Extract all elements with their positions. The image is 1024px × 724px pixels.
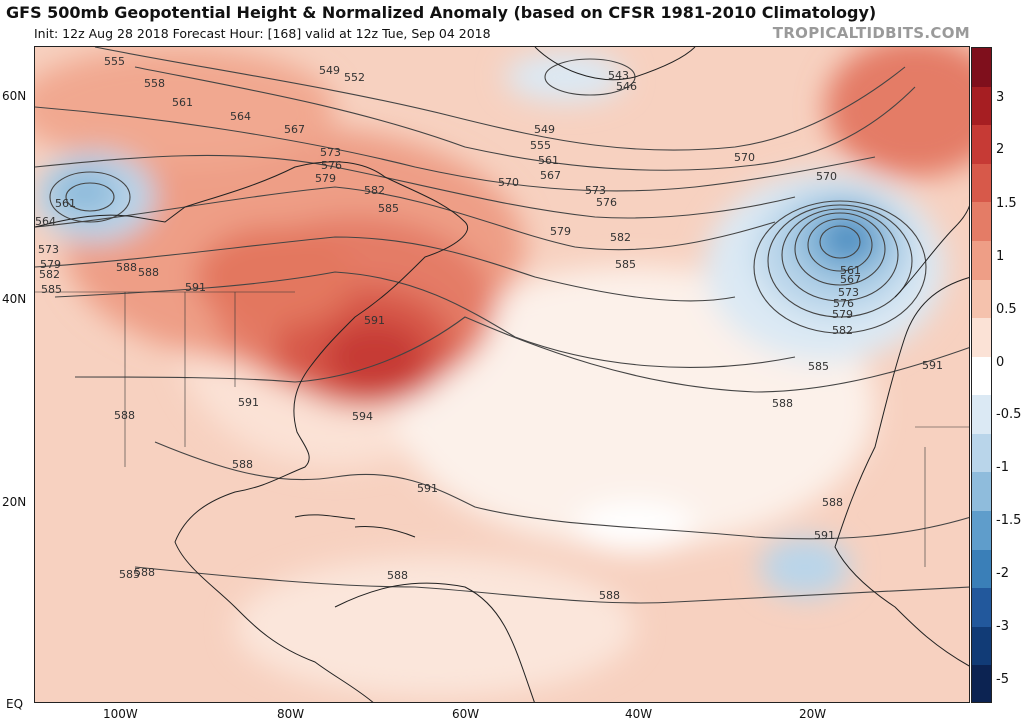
lon-label-100w: 100W	[103, 707, 138, 721]
colorbar-segment	[972, 472, 991, 513]
colorbar-label-neg1: -1	[996, 460, 1009, 475]
lon-label-80w: 80W	[277, 707, 305, 721]
colorbar-segment	[972, 395, 991, 435]
colorbar-label-0-5: 0.5	[996, 302, 1017, 317]
anomaly-colorbar	[971, 47, 992, 703]
colorbar-label-neg1-5: -1.5	[996, 513, 1022, 528]
colorbar-label-0: 0	[996, 355, 1005, 370]
colorbar-segment	[972, 279, 991, 320]
lon-label-20w: 20W	[799, 707, 827, 721]
map-title: GFS 500mb Geopotential Height & Normaliz…	[6, 3, 877, 22]
height-contours	[35, 47, 969, 604]
colorbar-segment	[972, 511, 991, 551]
colorbar-segment	[972, 125, 991, 165]
lat-label-40n: 40N	[2, 292, 27, 306]
lon-label-60w: 60W	[452, 707, 480, 721]
colorbar-label-3: 3	[996, 90, 1005, 105]
lat-label-20n: 20N	[2, 495, 27, 509]
colorbar-segment	[972, 588, 991, 628]
colorbar-segment	[972, 202, 991, 242]
colorbar-label-2: 2	[996, 142, 1005, 157]
borders	[35, 291, 969, 567]
colorbar-segment	[972, 626, 991, 667]
brand-watermark: TROPICALTIDBITS.COM	[772, 24, 970, 42]
colorbar-segment	[972, 356, 991, 397]
colorbar-label-neg2: -2	[996, 566, 1009, 581]
map-canvas	[35, 47, 969, 702]
colorbar-segment	[972, 240, 991, 281]
colorbar-segment	[972, 318, 991, 358]
colorbar-segment	[972, 163, 991, 204]
colorbar-segment	[972, 549, 991, 590]
colorbar-label-1-5: 1.5	[996, 196, 1017, 211]
colorbar-label-neg3: -3	[996, 619, 1009, 634]
anomaly-map	[34, 46, 970, 703]
coastlines	[35, 47, 969, 702]
colorbar-segment	[972, 665, 991, 702]
colorbar-segment	[972, 433, 991, 474]
map-subtitle: Init: 12z Aug 28 2018 Forecast Hour: [16…	[34, 26, 491, 41]
colorbar-label-1: 1	[996, 249, 1005, 264]
lat-label-eq: EQ	[6, 697, 24, 711]
colorbar-label-neg0-5: -0.5	[996, 407, 1022, 422]
lon-label-40w: 40W	[625, 707, 653, 721]
lat-label-60n: 60N	[2, 89, 27, 103]
colorbar-label-neg5: -5	[996, 672, 1009, 687]
colorbar-segment	[972, 86, 991, 127]
colorbar-segment	[972, 48, 991, 88]
